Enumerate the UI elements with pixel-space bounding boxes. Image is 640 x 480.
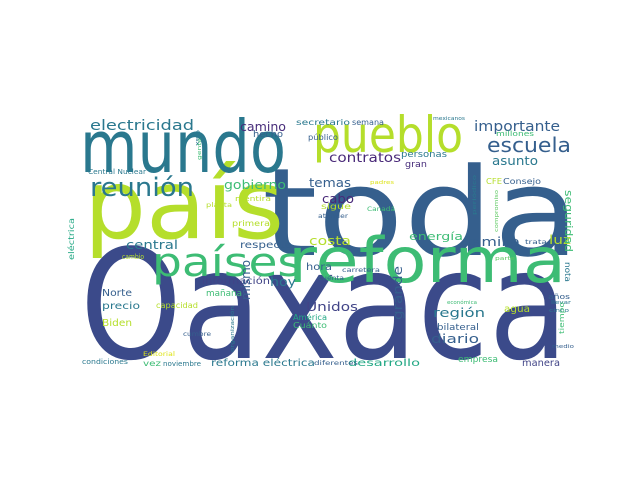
word: capacidad [156, 301, 198, 310]
word: Norte [102, 288, 132, 299]
word: años [548, 293, 570, 301]
word: hoy [270, 275, 296, 289]
word: hecho [253, 130, 284, 140]
word: cambio [122, 253, 144, 261]
word: luz [549, 233, 571, 247]
word: padres [370, 180, 395, 186]
word: manera [522, 358, 560, 369]
word: familia [466, 235, 520, 249]
word: secretario [296, 118, 350, 127]
word: Cuánto [293, 321, 327, 330]
word: CFE [486, 177, 502, 186]
word: mismo [239, 260, 253, 300]
word: Consejo [503, 177, 541, 186]
word: reforma [288, 224, 566, 297]
word: energía [409, 230, 463, 243]
word: carretera [342, 267, 380, 274]
word: escuela [487, 133, 571, 157]
word: gobierno [224, 178, 286, 192]
word: Editorial [143, 351, 175, 358]
word: mañana [206, 289, 242, 299]
word: medio [552, 344, 574, 350]
word: cuenta [318, 275, 344, 282]
word: atender [318, 213, 349, 220]
word: tiempo [558, 302, 566, 334]
word: diferentes [314, 360, 358, 367]
word: millones [496, 130, 534, 138]
word: reunión [90, 173, 194, 203]
word: mexicanos [433, 116, 465, 122]
word: planta [206, 202, 232, 209]
word: Biden [102, 318, 132, 329]
word: nota [563, 262, 572, 282]
word: gran [405, 160, 427, 170]
word: pueblo [313, 106, 463, 164]
word: empresa [458, 355, 498, 365]
word: Central Nuclear [88, 168, 146, 176]
word: cumbre [183, 331, 211, 338]
word: semana [352, 118, 384, 127]
word: grande [391, 266, 405, 320]
word: sigue [321, 202, 351, 211]
word: cinco [549, 308, 569, 314]
word: compromiso [494, 190, 500, 232]
word: desarrollo [348, 358, 420, 369]
word: seguridad [562, 190, 575, 252]
word: electricidad [90, 118, 194, 134]
word: costa [309, 234, 351, 248]
word: América [293, 312, 327, 322]
word: toda [262, 142, 580, 284]
word: Canadá [367, 206, 395, 213]
word: central [126, 238, 178, 252]
word: agua [504, 304, 530, 315]
word: gente [197, 138, 203, 160]
word: primera [232, 219, 270, 228]
word: económica [447, 299, 477, 306]
word: mentira [235, 195, 271, 203]
word: camino [240, 120, 286, 134]
word: región [433, 306, 485, 320]
word: diario [431, 332, 479, 346]
word: periódico [471, 175, 478, 215]
word: información [202, 275, 270, 287]
word: noviembre [163, 360, 201, 368]
word: asunto [492, 154, 538, 168]
word: Unidos [306, 300, 358, 314]
word: Oaxaca [80, 217, 568, 394]
word: país [84, 149, 284, 261]
word: reforma eléctrica [211, 357, 315, 369]
word: contratos [329, 151, 401, 166]
word: precio [102, 301, 140, 312]
word: organización [229, 306, 236, 352]
word: público [308, 133, 338, 142]
word: llevar [551, 300, 572, 306]
word: hora [306, 262, 332, 273]
word: trata [525, 239, 547, 246]
word: respecto [240, 240, 292, 251]
word: países [152, 240, 302, 286]
word: parte [495, 256, 515, 262]
word: eléctrica [66, 218, 76, 260]
word: vez [143, 359, 161, 368]
word: cabo [322, 192, 354, 206]
word: Oax [194, 130, 200, 146]
word: importante [474, 119, 560, 135]
word: bilateral [437, 323, 479, 333]
word: mundo [80, 105, 286, 189]
word: condiciones [82, 358, 128, 366]
word: personas [401, 150, 447, 160]
word: temas [309, 176, 351, 190]
